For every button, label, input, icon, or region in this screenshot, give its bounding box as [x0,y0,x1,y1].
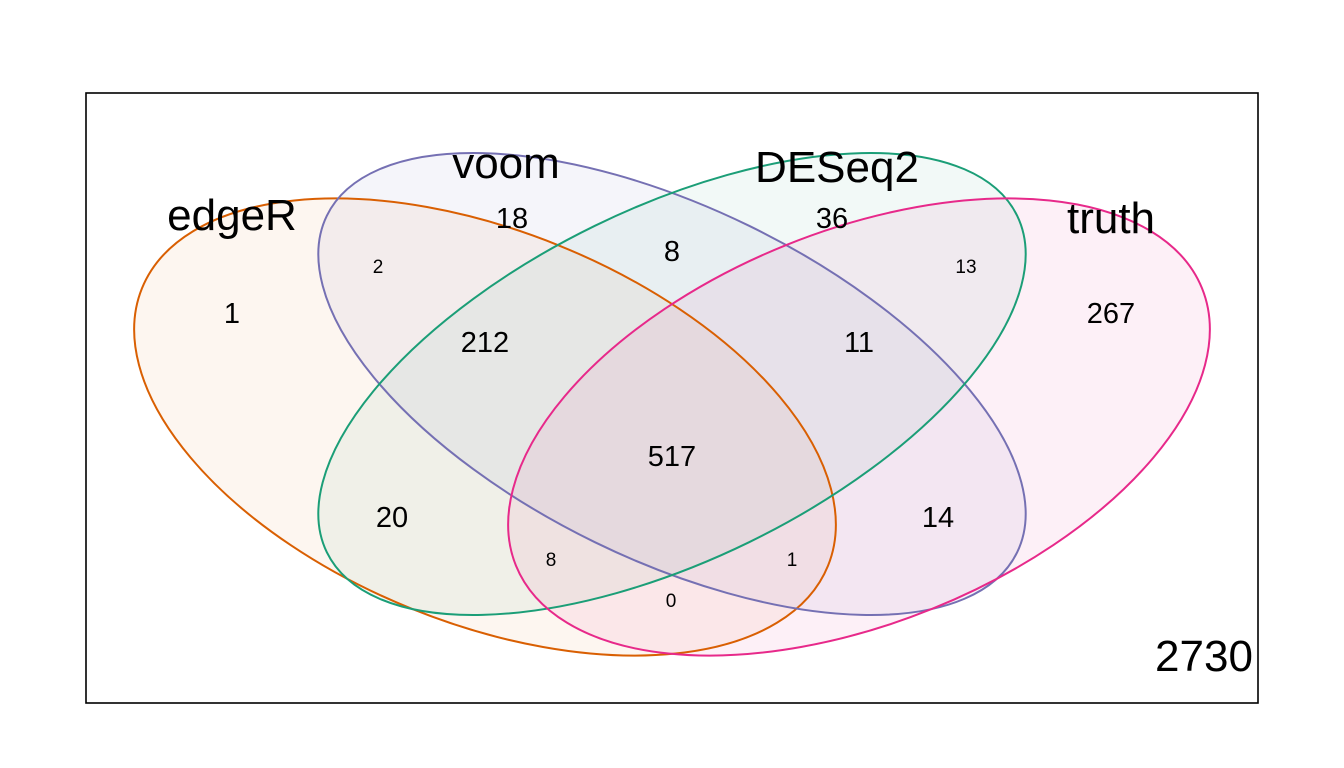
count-edgeR-DESeq2-truth: 8 [546,550,557,571]
set-fills [134,153,1210,656]
count-edgeR-voom: 2 [373,257,384,278]
count-edgeR-truth: 0 [666,591,677,612]
count-edgeR-only: 1 [224,298,240,330]
count-edgeR-voom-truth: 1 [787,550,798,571]
region-counts: 1 18 36 267 2 8 13 212 11 517 20 14 8 1 … [224,203,1253,681]
ellipse-truth [507,197,1211,657]
plot-frame [85,92,1259,704]
count-DESeq2-truth: 13 [955,257,976,278]
count-edgeR-voom-DESeq2: 212 [461,327,509,359]
count-all-four: 517 [648,441,696,473]
ellipse-fill-DESeq2 [318,153,1026,615]
set-label-voom: voom [452,139,560,188]
count-voom-DESeq2-truth: 11 [844,327,874,359]
set-labels: edgeR voom DESeq2 truth [167,139,1155,243]
ellipse-fill-voom [318,153,1026,615]
ellipse-DESeq2 [317,152,1027,616]
count-DESeq2-only: 36 [816,203,848,235]
count-edgeR-DESeq2: 20 [376,502,408,534]
ellipse-voom [317,152,1027,616]
set-label-DESeq2: DESeq2 [755,143,919,192]
set-outlines [133,152,1211,657]
count-voom-only: 18 [496,203,528,235]
count-truth-only: 267 [1087,298,1135,330]
count-outside: 2730 [1155,632,1253,681]
set-label-edgeR: edgeR [167,191,297,240]
set-label-truth: truth [1067,194,1155,243]
count-voom-truth: 14 [922,502,954,534]
count-voom-DESeq2: 8 [664,236,680,268]
